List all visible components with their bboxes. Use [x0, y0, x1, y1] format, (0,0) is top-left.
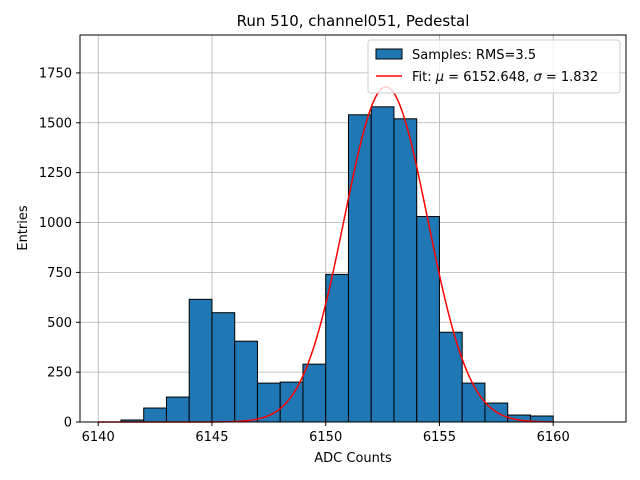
y-tick-label: 750 [47, 266, 72, 281]
legend-sigma-value: = 1.832 [542, 70, 598, 85]
histogram-bar [302, 363, 327, 423]
x-axis-label: ADC Counts [314, 451, 392, 466]
chart-title: Run 510, channel051, Pedestal [237, 12, 470, 30]
legend-samples-label: Samples: RMS=3.5 [412, 48, 536, 63]
legend-mu-symbol: μ [435, 70, 444, 85]
y-tick-label: 500 [47, 316, 72, 331]
histogram-bar [461, 382, 486, 423]
histogram-bar [165, 396, 190, 423]
y-axis-label: Entries [16, 205, 31, 251]
y-tick-label: 1500 [39, 116, 72, 131]
legend-fit-prefix: Fit: [412, 70, 436, 85]
histogram-bar [370, 106, 395, 423]
histogram-bar [234, 340, 258, 423]
legend-fit-label: Fit: μ = 6152.648, σ = 1.832 [412, 70, 598, 85]
y-axis-ticks: 0 250 500 750 1000 1250 1500 1750 [39, 66, 80, 431]
histogram-bar [211, 312, 236, 423]
y-tick-label: 0 [64, 416, 72, 431]
legend: Samples: RMS=3.5 Fit: μ = 6152.648, σ = … [367, 39, 621, 94]
x-tick-label: 6160 [537, 430, 570, 445]
plot-frame [79, 34, 627, 423]
y-tick-label: 1250 [39, 166, 72, 181]
histogram-bar [188, 298, 213, 423]
x-tick-label: 6140 [82, 430, 115, 445]
histogram-bar [393, 118, 418, 423]
histogram-bar [279, 381, 304, 423]
histogram-bar [325, 273, 349, 423]
y-tick-label: 1750 [39, 66, 72, 81]
y-tick-label: 250 [47, 366, 72, 381]
x-axis-ticks: 6140 6145 6150 6155 6160 [82, 422, 570, 445]
histogram-bar [416, 216, 440, 423]
x-tick-label: 6155 [423, 430, 456, 445]
histogram-bar [347, 114, 372, 423]
legend-histogram-swatch [375, 48, 403, 60]
histogram-bars [120, 106, 554, 423]
legend-sigma-symbol: σ [534, 70, 543, 85]
x-tick-label: 6150 [309, 430, 342, 445]
histogram-bar [143, 407, 167, 423]
legend-mu-value: = 6152.648, [444, 70, 533, 85]
x-tick-label: 6145 [195, 430, 228, 445]
histogram-bar [438, 331, 463, 423]
legend-box [367, 39, 621, 94]
y-tick-label: 1000 [39, 216, 72, 231]
